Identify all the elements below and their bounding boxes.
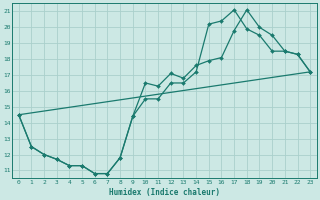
X-axis label: Humidex (Indice chaleur): Humidex (Indice chaleur) bbox=[109, 188, 220, 197]
